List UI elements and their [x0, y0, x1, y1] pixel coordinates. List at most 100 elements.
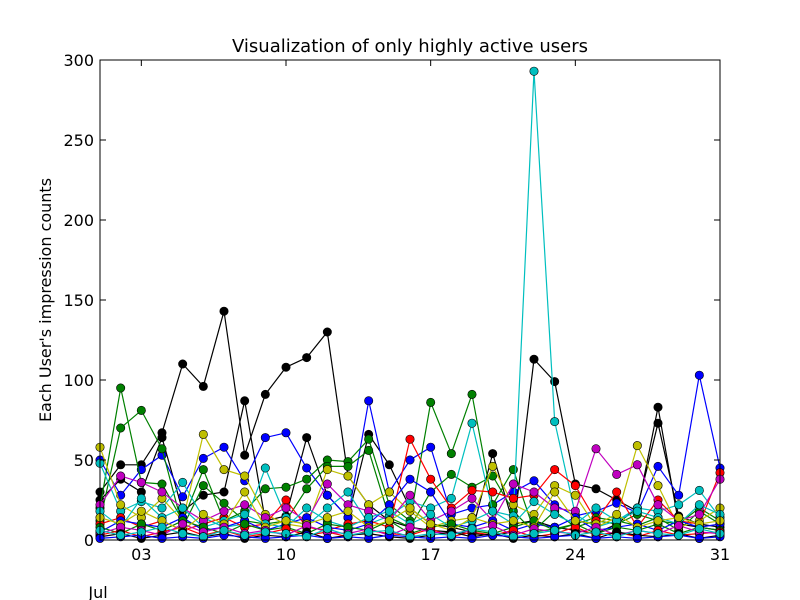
- data-point: [178, 503, 188, 513]
- data-point: [653, 481, 663, 491]
- data-point: [260, 433, 270, 443]
- data-point: [508, 516, 518, 526]
- data-point: [405, 503, 415, 513]
- data-point: [632, 533, 642, 543]
- data-point: [550, 417, 560, 427]
- data-point: [674, 500, 684, 510]
- data-point: [653, 461, 663, 471]
- data-point: [467, 533, 477, 543]
- data-point: [384, 460, 394, 470]
- data-point: [136, 477, 146, 487]
- data-point: [508, 479, 518, 489]
- data-point: [364, 434, 374, 444]
- y-tick-label: 100: [63, 371, 94, 390]
- data-point: [467, 524, 477, 534]
- data-point: [240, 500, 250, 510]
- data-point: [467, 513, 477, 523]
- data-point: [364, 513, 374, 523]
- data-point: [570, 490, 580, 500]
- data-point: [302, 433, 312, 443]
- data-point: [529, 497, 539, 507]
- data-point: [198, 429, 208, 439]
- data-point: [508, 532, 518, 542]
- data-point: [446, 506, 456, 516]
- data-point: [281, 503, 291, 513]
- data-point: [302, 503, 312, 513]
- y-tick-label: 300: [63, 51, 94, 70]
- data-point: [632, 525, 642, 535]
- data-point: [322, 479, 332, 489]
- data-point: [467, 493, 477, 503]
- data-point: [178, 529, 188, 539]
- series-layer: [95, 66, 725, 543]
- data-point: [612, 532, 622, 542]
- data-point: [653, 500, 663, 510]
- data-point: [446, 469, 456, 479]
- y-axis-label: Each User's impression counts: [36, 178, 55, 422]
- data-point: [529, 66, 539, 76]
- data-point: [322, 524, 332, 534]
- x-tick-label: 24: [565, 545, 585, 564]
- data-point: [198, 381, 208, 391]
- data-point: [550, 525, 560, 535]
- data-point: [240, 519, 250, 529]
- data-point: [488, 487, 498, 497]
- data-point: [674, 490, 684, 500]
- data-point: [260, 389, 270, 399]
- y-tick-label: 0: [84, 531, 94, 550]
- data-point: [240, 450, 250, 460]
- data-point: [157, 522, 167, 532]
- data-point: [384, 525, 394, 535]
- data-point: [343, 530, 353, 540]
- data-point: [364, 396, 374, 406]
- data-point: [260, 527, 270, 537]
- data-point: [653, 529, 663, 539]
- data-point: [550, 487, 560, 497]
- data-point: [508, 493, 518, 503]
- data-point: [467, 418, 477, 428]
- data-point: [384, 506, 394, 516]
- data-point: [322, 513, 332, 523]
- x-month-label: Jul: [87, 583, 107, 600]
- data-point: [694, 524, 704, 534]
- data-point: [198, 509, 208, 519]
- data-point: [529, 476, 539, 486]
- data-point: [612, 469, 622, 479]
- data-point: [116, 383, 126, 393]
- data-point: [488, 449, 498, 459]
- data-point: [157, 487, 167, 497]
- data-point: [446, 530, 456, 540]
- data-point: [302, 484, 312, 494]
- data-point: [157, 479, 167, 489]
- data-point: [240, 471, 250, 481]
- data-point: [219, 506, 229, 516]
- data-point: [653, 418, 663, 428]
- data-point: [157, 503, 167, 513]
- x-axis: 03 10 17 24 31: [131, 60, 730, 564]
- data-point: [302, 463, 312, 473]
- data-point: [136, 493, 146, 503]
- data-point: [136, 506, 146, 516]
- data-point: [405, 455, 415, 465]
- data-point: [178, 359, 188, 369]
- data-point: [343, 471, 353, 481]
- data-point: [612, 509, 622, 519]
- data-point: [219, 498, 229, 508]
- data-point: [591, 484, 601, 494]
- data-point: [550, 509, 560, 519]
- data-point: [405, 532, 415, 542]
- data-point: [405, 490, 415, 500]
- data-point: [322, 503, 332, 513]
- data-point: [178, 519, 188, 529]
- data-point: [529, 529, 539, 539]
- data-point: [219, 306, 229, 316]
- data-point: [570, 516, 580, 526]
- data-point: [591, 444, 601, 454]
- data-point: [426, 509, 436, 519]
- data-point: [653, 402, 663, 412]
- data-point: [364, 445, 374, 455]
- x-tick-label: 17: [420, 545, 440, 564]
- data-point: [426, 397, 436, 407]
- data-point: [653, 516, 663, 526]
- data-point: [426, 474, 436, 484]
